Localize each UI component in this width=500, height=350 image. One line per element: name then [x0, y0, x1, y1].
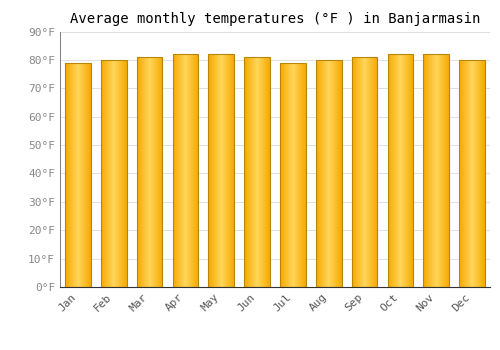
Bar — [352, 57, 378, 287]
Bar — [65, 63, 91, 287]
Bar — [136, 57, 162, 287]
Bar — [459, 60, 485, 287]
Title: Average monthly temperatures (°F ) in Banjarmasin: Average monthly temperatures (°F ) in Ba… — [70, 12, 480, 26]
Bar — [208, 54, 234, 287]
Bar — [280, 63, 306, 287]
Bar — [316, 60, 342, 287]
Bar — [424, 54, 449, 287]
Bar — [388, 54, 413, 287]
Bar — [244, 57, 270, 287]
Bar — [172, 54, 199, 287]
Bar — [101, 60, 126, 287]
